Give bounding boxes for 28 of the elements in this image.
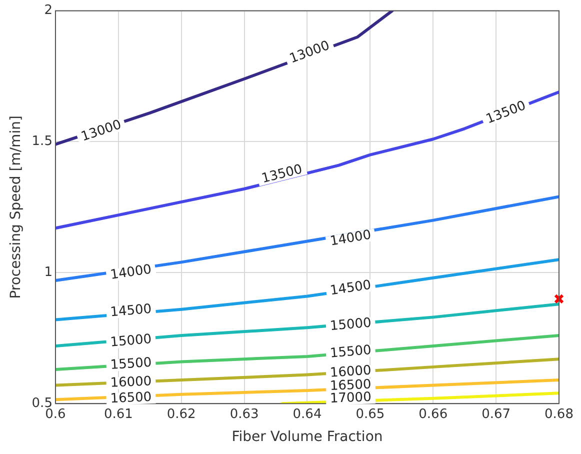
y-tick-label: 1 [44, 265, 52, 280]
x-tick-label: 0.65 [356, 406, 385, 422]
annotation: 13000 [288, 38, 332, 67]
annotation: 14000 [109, 262, 153, 283]
y-axis-title: Processing Speed [m/min] [8, 116, 24, 299]
annotation: 17000 [330, 390, 372, 406]
y-tick-label: 1.5 [32, 134, 52, 150]
x-tick-label: 0.61 [104, 406, 133, 422]
annotation: 14500 [329, 278, 372, 299]
annotation: 15000 [329, 316, 372, 334]
x-tick-label: 0.62 [166, 406, 196, 422]
y-tick-label: 2 [44, 3, 52, 18]
x-tick-label: 0.63 [230, 406, 259, 422]
x-tick-label: 0.67 [482, 406, 511, 422]
x-tick-label: 0.66 [418, 406, 448, 422]
x-tick-label: 0.6 [45, 406, 66, 422]
annotation: 15500 [329, 342, 372, 362]
annotation: 13500 [260, 162, 304, 187]
annotation: 16000 [110, 374, 152, 391]
annotation: 14000 [329, 228, 372, 250]
x-tick-label: 0.64 [292, 406, 322, 422]
annotation: 14500 [110, 302, 152, 320]
annotation: 16500 [110, 390, 152, 407]
x-tick-label: 0.68 [544, 406, 574, 422]
annotation: 13000 [79, 117, 124, 145]
x-axis-title: Fiber Volume Fraction [232, 429, 383, 446]
annotation: 15000 [110, 332, 152, 350]
annotation: 15500 [110, 355, 152, 373]
